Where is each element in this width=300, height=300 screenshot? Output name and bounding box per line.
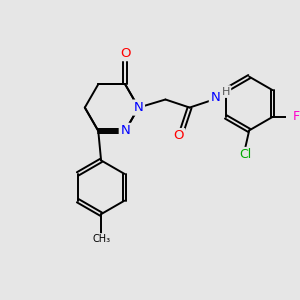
Text: N: N [120, 124, 130, 137]
Text: N: N [134, 101, 143, 114]
Text: N: N [210, 91, 220, 104]
Text: CH₃: CH₃ [92, 234, 110, 244]
Text: H: H [221, 87, 230, 97]
Text: F: F [293, 110, 300, 124]
Text: Cl: Cl [239, 148, 251, 161]
Text: O: O [173, 130, 184, 142]
Text: O: O [120, 47, 130, 60]
